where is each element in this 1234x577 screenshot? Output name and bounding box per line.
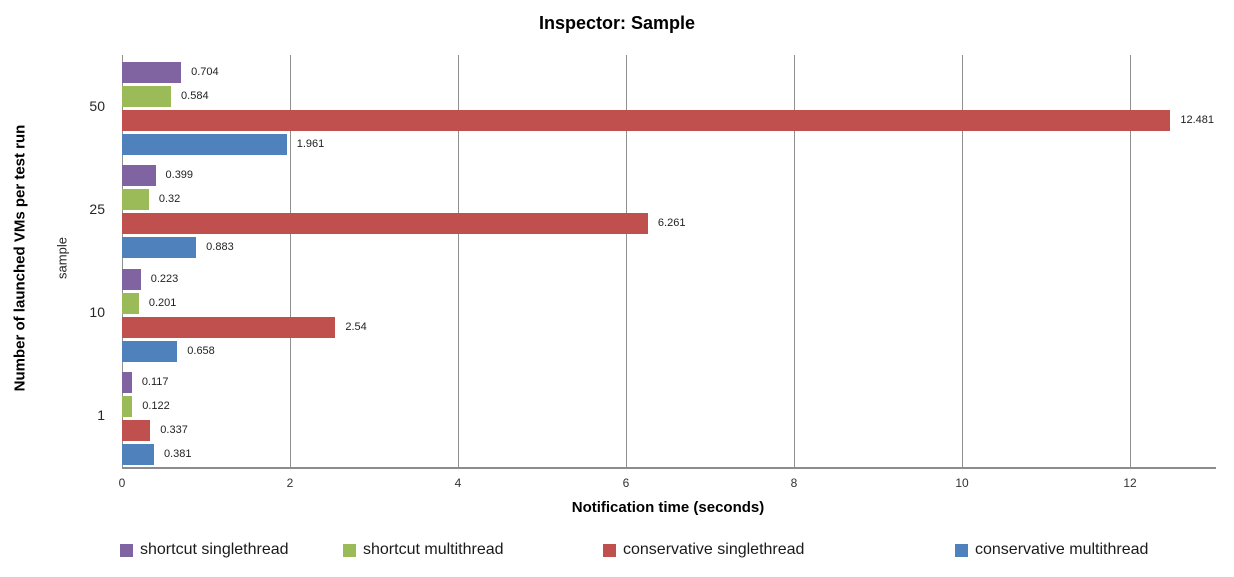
gridline xyxy=(1130,55,1131,468)
x-axis-title: Notification time (seconds) xyxy=(571,499,765,516)
gridline xyxy=(458,55,459,468)
x-tick-label: 12 xyxy=(1123,476,1137,490)
bar-value-label: 0.337 xyxy=(160,423,188,436)
y-category-label: 10 xyxy=(89,304,105,321)
bar-value-label: 0.381 xyxy=(164,447,192,460)
x-tick-label: 8 xyxy=(790,476,798,490)
x-tick-label: 2 xyxy=(286,476,294,490)
bar-value-label: 0.201 xyxy=(148,296,177,309)
bar-conservative-singlethread xyxy=(122,419,151,441)
legend-item-shortcut-multithread: shortcut multithread xyxy=(343,541,504,559)
y-category-label: 1 xyxy=(97,407,105,424)
bar-shortcut-singlethread xyxy=(122,165,156,187)
bar-conservative-multithread xyxy=(122,134,287,155)
legend-swatch-icon xyxy=(343,543,356,557)
bar-conservative-multithread xyxy=(122,237,197,259)
bar-value-label: 0.584 xyxy=(181,90,209,102)
chart-title: Inspector: Sample xyxy=(538,13,696,33)
bar-value-label: 0.117 xyxy=(141,375,169,388)
bar-shortcut-singlethread xyxy=(122,371,132,393)
gridline xyxy=(794,55,795,468)
bar-value-label: 1.961 xyxy=(296,138,325,150)
bar-conservative-singlethread xyxy=(122,213,648,235)
legend-label: conservative singlethread xyxy=(623,541,805,558)
bar-shortcut-multithread xyxy=(122,86,172,107)
bar-value-label: 0.704 xyxy=(191,66,219,78)
bar-value-label: 0.399 xyxy=(165,169,194,182)
y-category-label: 50 xyxy=(89,97,105,114)
bar-value-label: 0.658 xyxy=(187,344,215,357)
bar-value-label: 6.261 xyxy=(657,217,686,230)
bar-shortcut-singlethread xyxy=(122,62,182,83)
y-axis-category-labels: 50 25 10 1 xyxy=(0,55,105,468)
bar-conservative-singlethread xyxy=(122,110,1171,131)
bar-value-label: 0.32 xyxy=(158,193,181,206)
legend-label: shortcut multithread xyxy=(363,541,504,558)
x-tick-label: 0 xyxy=(118,476,126,490)
x-axis-tick-labels: 0 2 4 6 8 10 12 xyxy=(0,476,1234,492)
legend-item-shortcut-singlethread: shortcut singlethread xyxy=(120,541,289,559)
bar-conservative-multithread xyxy=(122,340,178,362)
bar-value-label: 0.122 xyxy=(142,399,170,412)
plot-area: 0.704 0.584 12.481 1.961 0.399 0.32 6.261 0.883… xyxy=(122,55,1214,468)
legend-swatch-icon xyxy=(120,543,133,557)
bar-shortcut-multithread xyxy=(122,189,149,211)
x-axis-line xyxy=(122,467,1216,469)
legend-label: shortcut singlethread xyxy=(140,541,289,558)
x-tick-label: 10 xyxy=(955,476,969,490)
bar-value-label: 12.481 xyxy=(1180,114,1215,126)
legend: shortcut singlethread shortcut multithrea… xyxy=(0,541,1234,565)
bar-value-label: 0.883 xyxy=(206,241,234,254)
y-category-label: 25 xyxy=(89,200,105,217)
legend-item-conservative-multithread: conservative multithread xyxy=(955,541,1148,559)
legend-label: conservative multithread xyxy=(975,541,1149,558)
bar-value-label: 2.54 xyxy=(345,320,367,333)
legend-item-conservative-singlethread: conservative singlethread xyxy=(603,541,804,559)
legend-swatch-icon xyxy=(955,543,968,557)
gridline xyxy=(290,55,291,468)
gridline xyxy=(626,55,627,468)
bar-conservative-singlethread xyxy=(122,316,336,338)
gridline xyxy=(122,55,123,468)
bar-conservative-multithread xyxy=(122,443,154,465)
legend-swatch-icon xyxy=(603,543,616,557)
gridline xyxy=(962,55,963,468)
bar-shortcut-singlethread xyxy=(122,268,141,290)
bar-shortcut-multithread xyxy=(122,395,133,417)
x-tick-label: 6 xyxy=(622,476,630,490)
bar-value-label: 0.223 xyxy=(150,272,179,285)
bar-shortcut-multithread xyxy=(122,292,139,314)
x-tick-label: 4 xyxy=(454,476,462,490)
